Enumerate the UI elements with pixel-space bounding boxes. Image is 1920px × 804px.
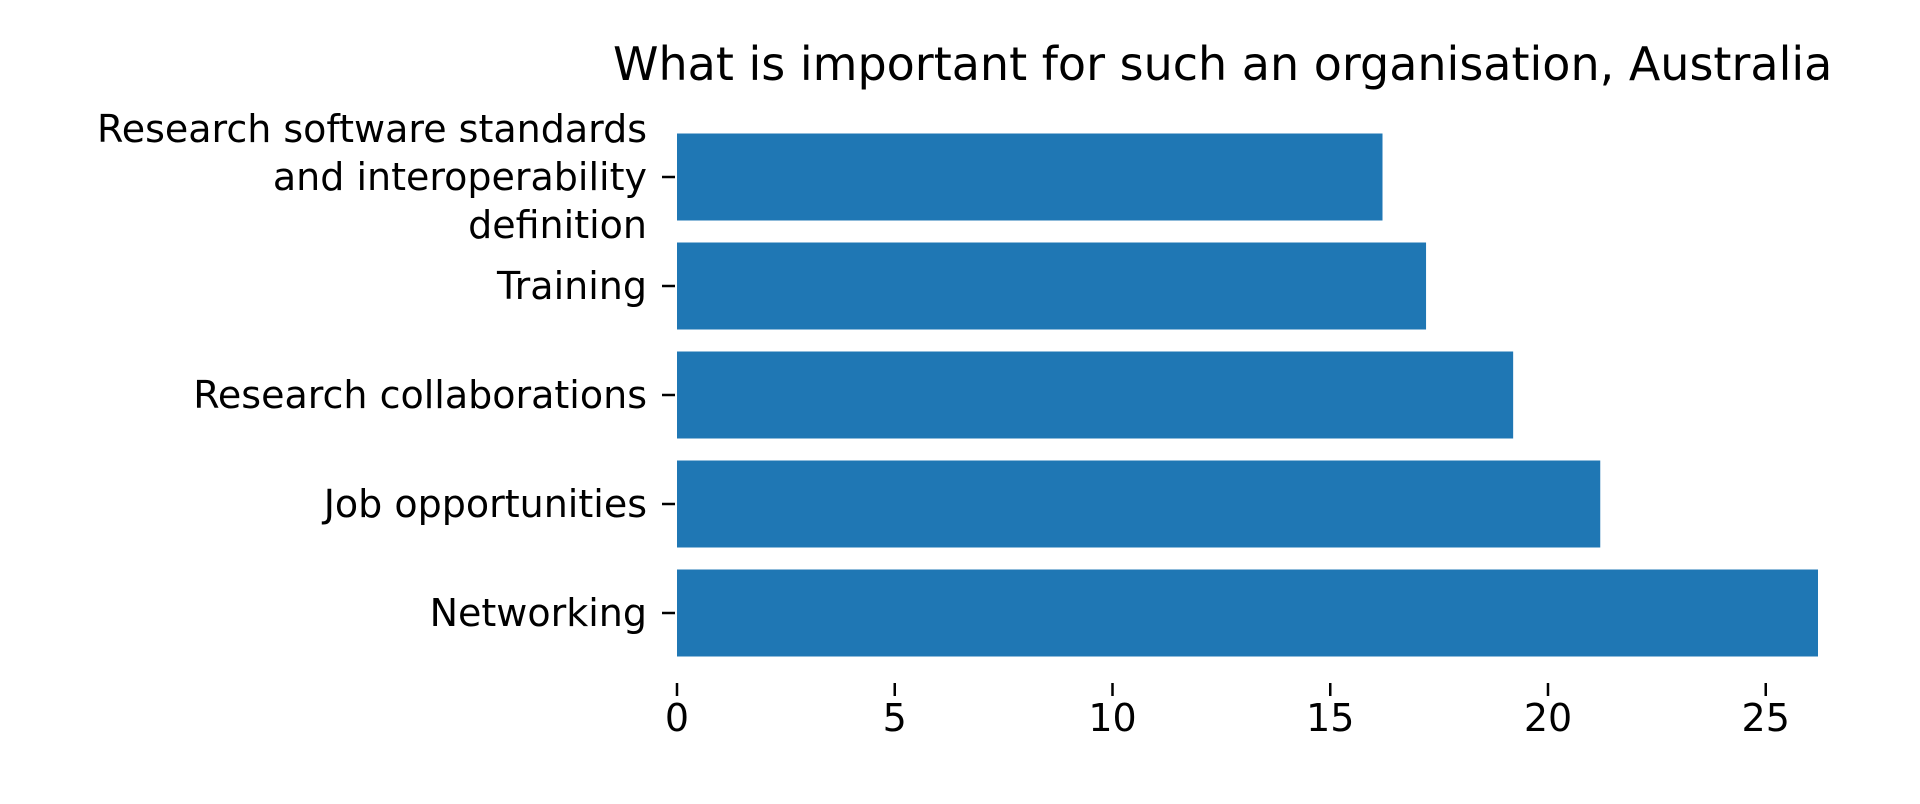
y-tick-label-line: Research collaborations <box>193 373 647 417</box>
bar-networking <box>677 569 1818 657</box>
bar-research-software-standards-and-interoperability-definition <box>677 133 1383 221</box>
bars-layer <box>677 133 1818 657</box>
y-tick-label-networking: Networking <box>430 591 647 635</box>
x-tick-label-10: 10 <box>1088 696 1136 740</box>
y-axis-ticks <box>662 175 675 615</box>
bar-job-opportunities <box>677 460 1601 548</box>
bar-training <box>677 242 1427 330</box>
y-tick-label-job-opportunities: Job opportunities <box>322 482 647 526</box>
y-tick-label-training: Training <box>496 264 647 308</box>
y-tick-label-line: definition <box>468 203 647 247</box>
y-tick-label-line: Networking <box>430 591 647 635</box>
x-tick-label-15: 15 <box>1306 696 1354 740</box>
y-tick-label-line: Research software standards <box>97 107 647 151</box>
chart-title: What is important for such an organisati… <box>613 37 1832 91</box>
x-tick-label-20: 20 <box>1524 696 1572 740</box>
bar-research-collaborations <box>677 351 1514 439</box>
y-tick-label-line: and interoperability <box>273 155 647 199</box>
y-tick-label-line: Job opportunities <box>322 482 647 526</box>
y-tick-label-line: Training <box>496 264 647 308</box>
x-axis-ticks: 0 5 10 15 20 25 <box>665 683 1790 740</box>
y-tick-label-research-software-standards-and-interoperability-definition: Research software standards and interoper… <box>97 107 647 247</box>
y-axis-labels: Research software standards and interoper… <box>97 107 647 635</box>
x-tick-label-5: 5 <box>883 696 907 740</box>
y-tick-label-research-collaborations: Research collaborations <box>193 373 647 417</box>
x-tick-label-0: 0 <box>665 696 689 740</box>
x-tick-label-25: 25 <box>1742 696 1790 740</box>
